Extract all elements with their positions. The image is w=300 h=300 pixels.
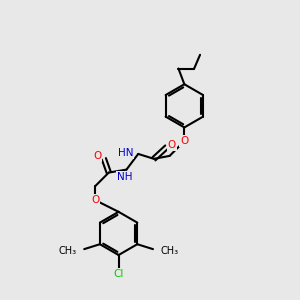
- Text: O: O: [180, 136, 188, 146]
- Text: O: O: [93, 151, 101, 161]
- Text: NH: NH: [117, 172, 132, 182]
- Text: O: O: [91, 195, 99, 205]
- Text: CH₃: CH₃: [161, 246, 179, 256]
- Text: Cl: Cl: [113, 269, 124, 279]
- Text: O: O: [167, 140, 176, 150]
- Text: CH₃: CH₃: [58, 246, 76, 256]
- Text: HN: HN: [118, 148, 133, 158]
